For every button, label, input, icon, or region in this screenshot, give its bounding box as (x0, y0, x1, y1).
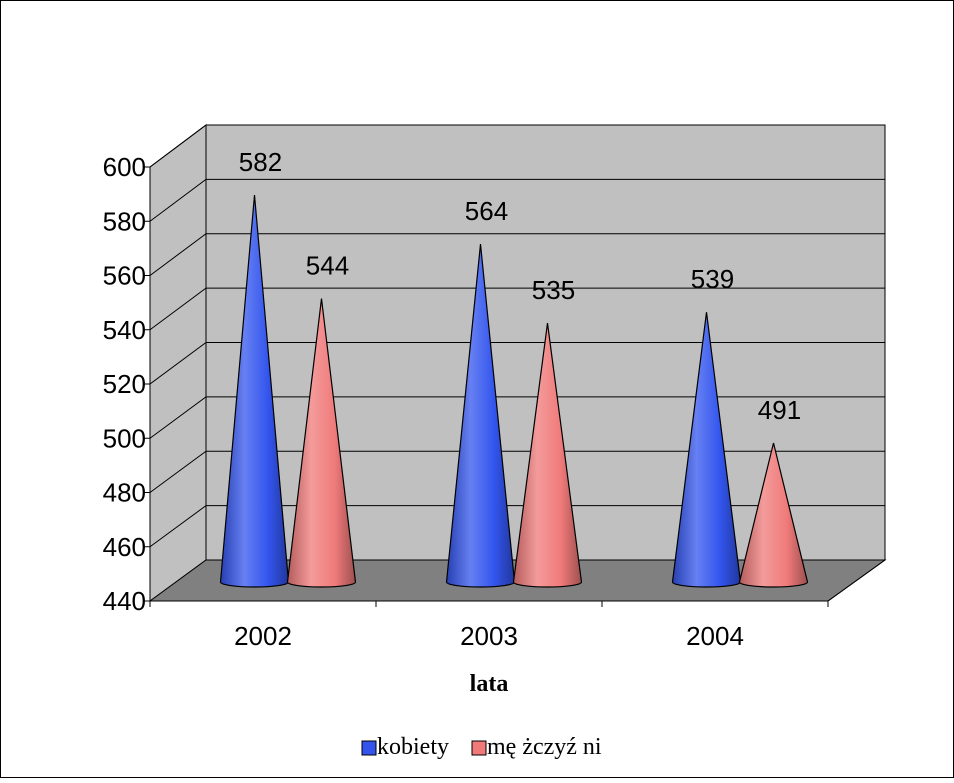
gridline (149, 450, 885, 493)
legend-swatch (361, 740, 377, 756)
data-labels: 582 544 564 535 539 491 (239, 147, 801, 425)
x-tick-label: 2002 (234, 621, 292, 651)
data-label: 544 (306, 251, 349, 281)
gridline (149, 233, 885, 276)
y-tick-label: 500 (103, 423, 146, 453)
data-label: 539 (691, 264, 734, 294)
cones (219, 194, 809, 588)
y-tick-label: 480 (103, 478, 146, 508)
x-tick-label: 2004 (686, 621, 744, 651)
gridline (149, 342, 885, 385)
y-tick-label: 540 (103, 315, 146, 345)
x-tick-labels: 2002 2003 2004 (234, 621, 744, 651)
data-label: 491 (758, 395, 801, 425)
axes (144, 166, 886, 607)
x-tick-label: 2003 (460, 621, 518, 651)
depth-axis-line (827, 559, 886, 602)
gridline (149, 396, 885, 439)
y-tick-label: 600 (103, 152, 146, 182)
cone-2003-1 (512, 323, 583, 588)
data-label: 582 (239, 147, 282, 177)
y-tick-label: 440 (103, 586, 146, 616)
legend-swatch (471, 740, 487, 756)
gridline (149, 287, 885, 331)
gridline (149, 178, 885, 222)
cone-2004-1 (738, 442, 809, 588)
data-label: 535 (532, 275, 575, 305)
y-tick-label: 560 (103, 261, 146, 291)
gridline (149, 124, 885, 168)
y-tick-label: 580 (103, 206, 146, 236)
y-tick-labels: 440 460 480 500 520 540 560 580 600 (103, 152, 146, 616)
cone-2002-1 (286, 298, 357, 588)
data-label: 564 (465, 196, 508, 226)
gridline (149, 505, 885, 548)
y-tick-label: 460 (103, 532, 146, 562)
x-axis-label: lata (470, 671, 509, 697)
legend: kobiety mę żczyź ni (361, 734, 602, 760)
y-tick-label: 520 (103, 369, 146, 399)
legend-label: kobiety (377, 734, 449, 760)
gridlines (149, 124, 885, 548)
legend-label: mę żczyź ni (487, 734, 602, 760)
